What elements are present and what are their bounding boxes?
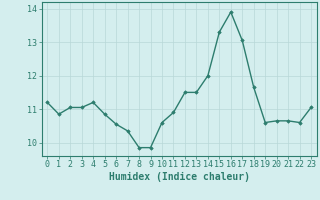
X-axis label: Humidex (Indice chaleur): Humidex (Indice chaleur)	[109, 172, 250, 182]
